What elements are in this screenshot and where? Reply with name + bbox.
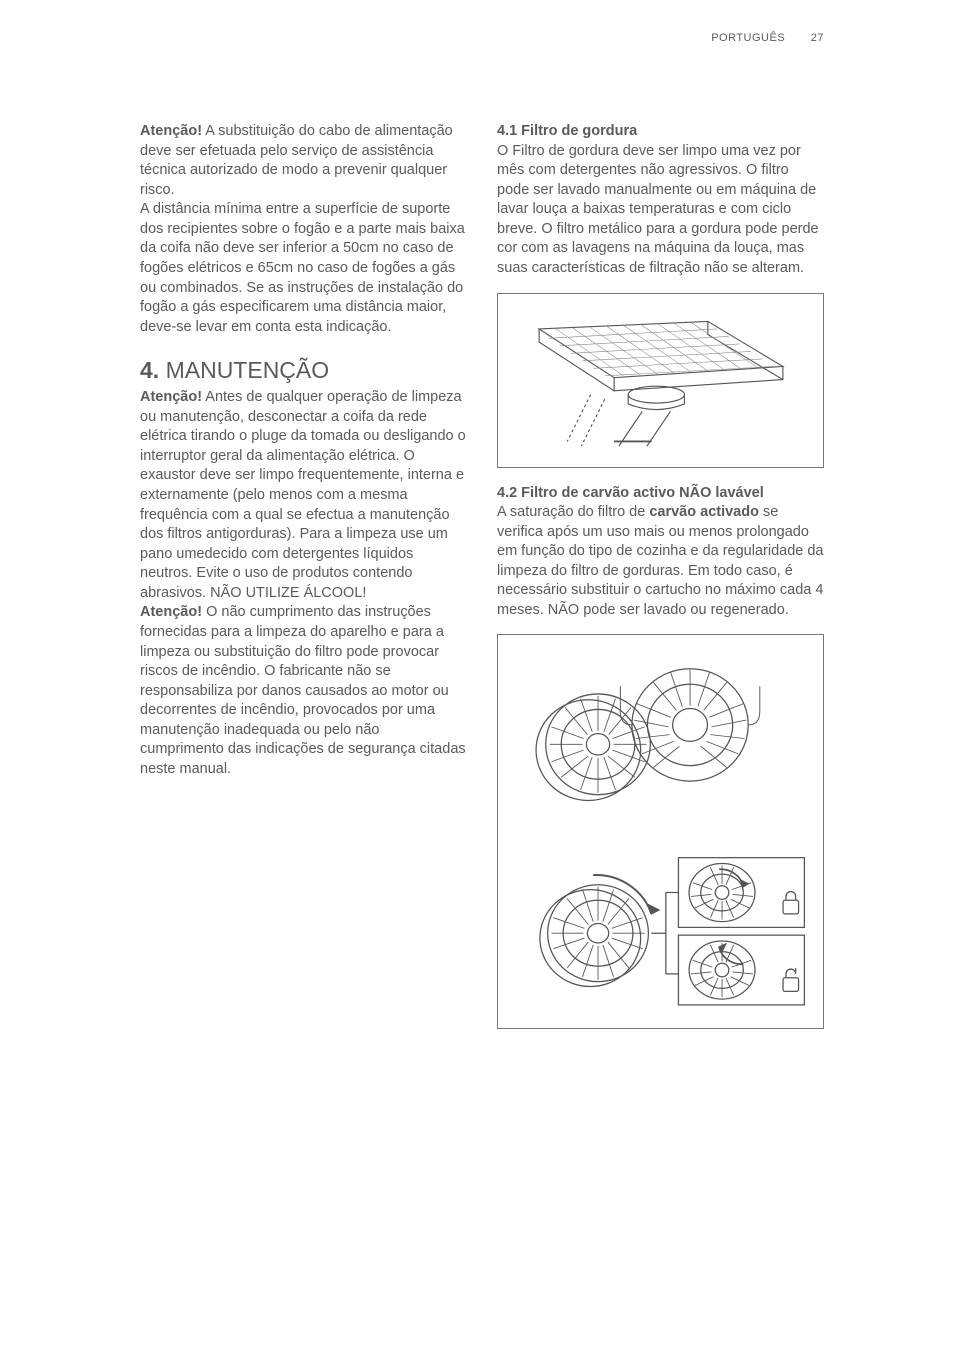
warning-label: Atenção!: [140, 123, 202, 139]
right-column: 4.1 Filtro de gordura O Filtro de gordur…: [497, 122, 824, 1029]
left-column: Atenção! A substituição do cabo de alime…: [140, 122, 467, 1029]
grease-filter-icon: [511, 298, 811, 463]
content-columns: Atenção! A substituição do cabo de alime…: [140, 122, 824, 1029]
grease-filter-text: O Filtro de gordura deve ser limpo uma v…: [497, 142, 824, 279]
page-number: 27: [811, 32, 824, 44]
section-4-title: 4. MANUTENÇÃO: [140, 355, 467, 386]
warning-label: Atenção!: [140, 604, 202, 620]
subsection-42-title: 4.2 Filtro de carvão activo NÃO lavável: [497, 484, 824, 504]
carbon-filter-icon: [506, 639, 816, 1024]
warning-label: Atenção!: [140, 389, 202, 405]
language-label: PORTUGUÊS: [711, 32, 785, 44]
warning-cable: Atenção! A substituição do cabo de alime…: [140, 122, 467, 200]
grease-filter-figure: [497, 293, 824, 468]
carbon-filter-text: A saturação do filtro de carvão activado…: [497, 503, 824, 620]
distance-paragraph: A distância mínima entre a superfície de…: [140, 200, 467, 337]
maintenance-warning: Atenção! Antes de qualquer operação de l…: [140, 388, 467, 603]
page-header: PORTUGUÊS 27: [140, 32, 824, 44]
carbon-filter-figure: [497, 634, 824, 1029]
subsection-41-title: 4.1 Filtro de gordura: [497, 122, 824, 142]
fire-risk-warning: Atenção! O não cumprimento das instruçõe…: [140, 603, 467, 779]
